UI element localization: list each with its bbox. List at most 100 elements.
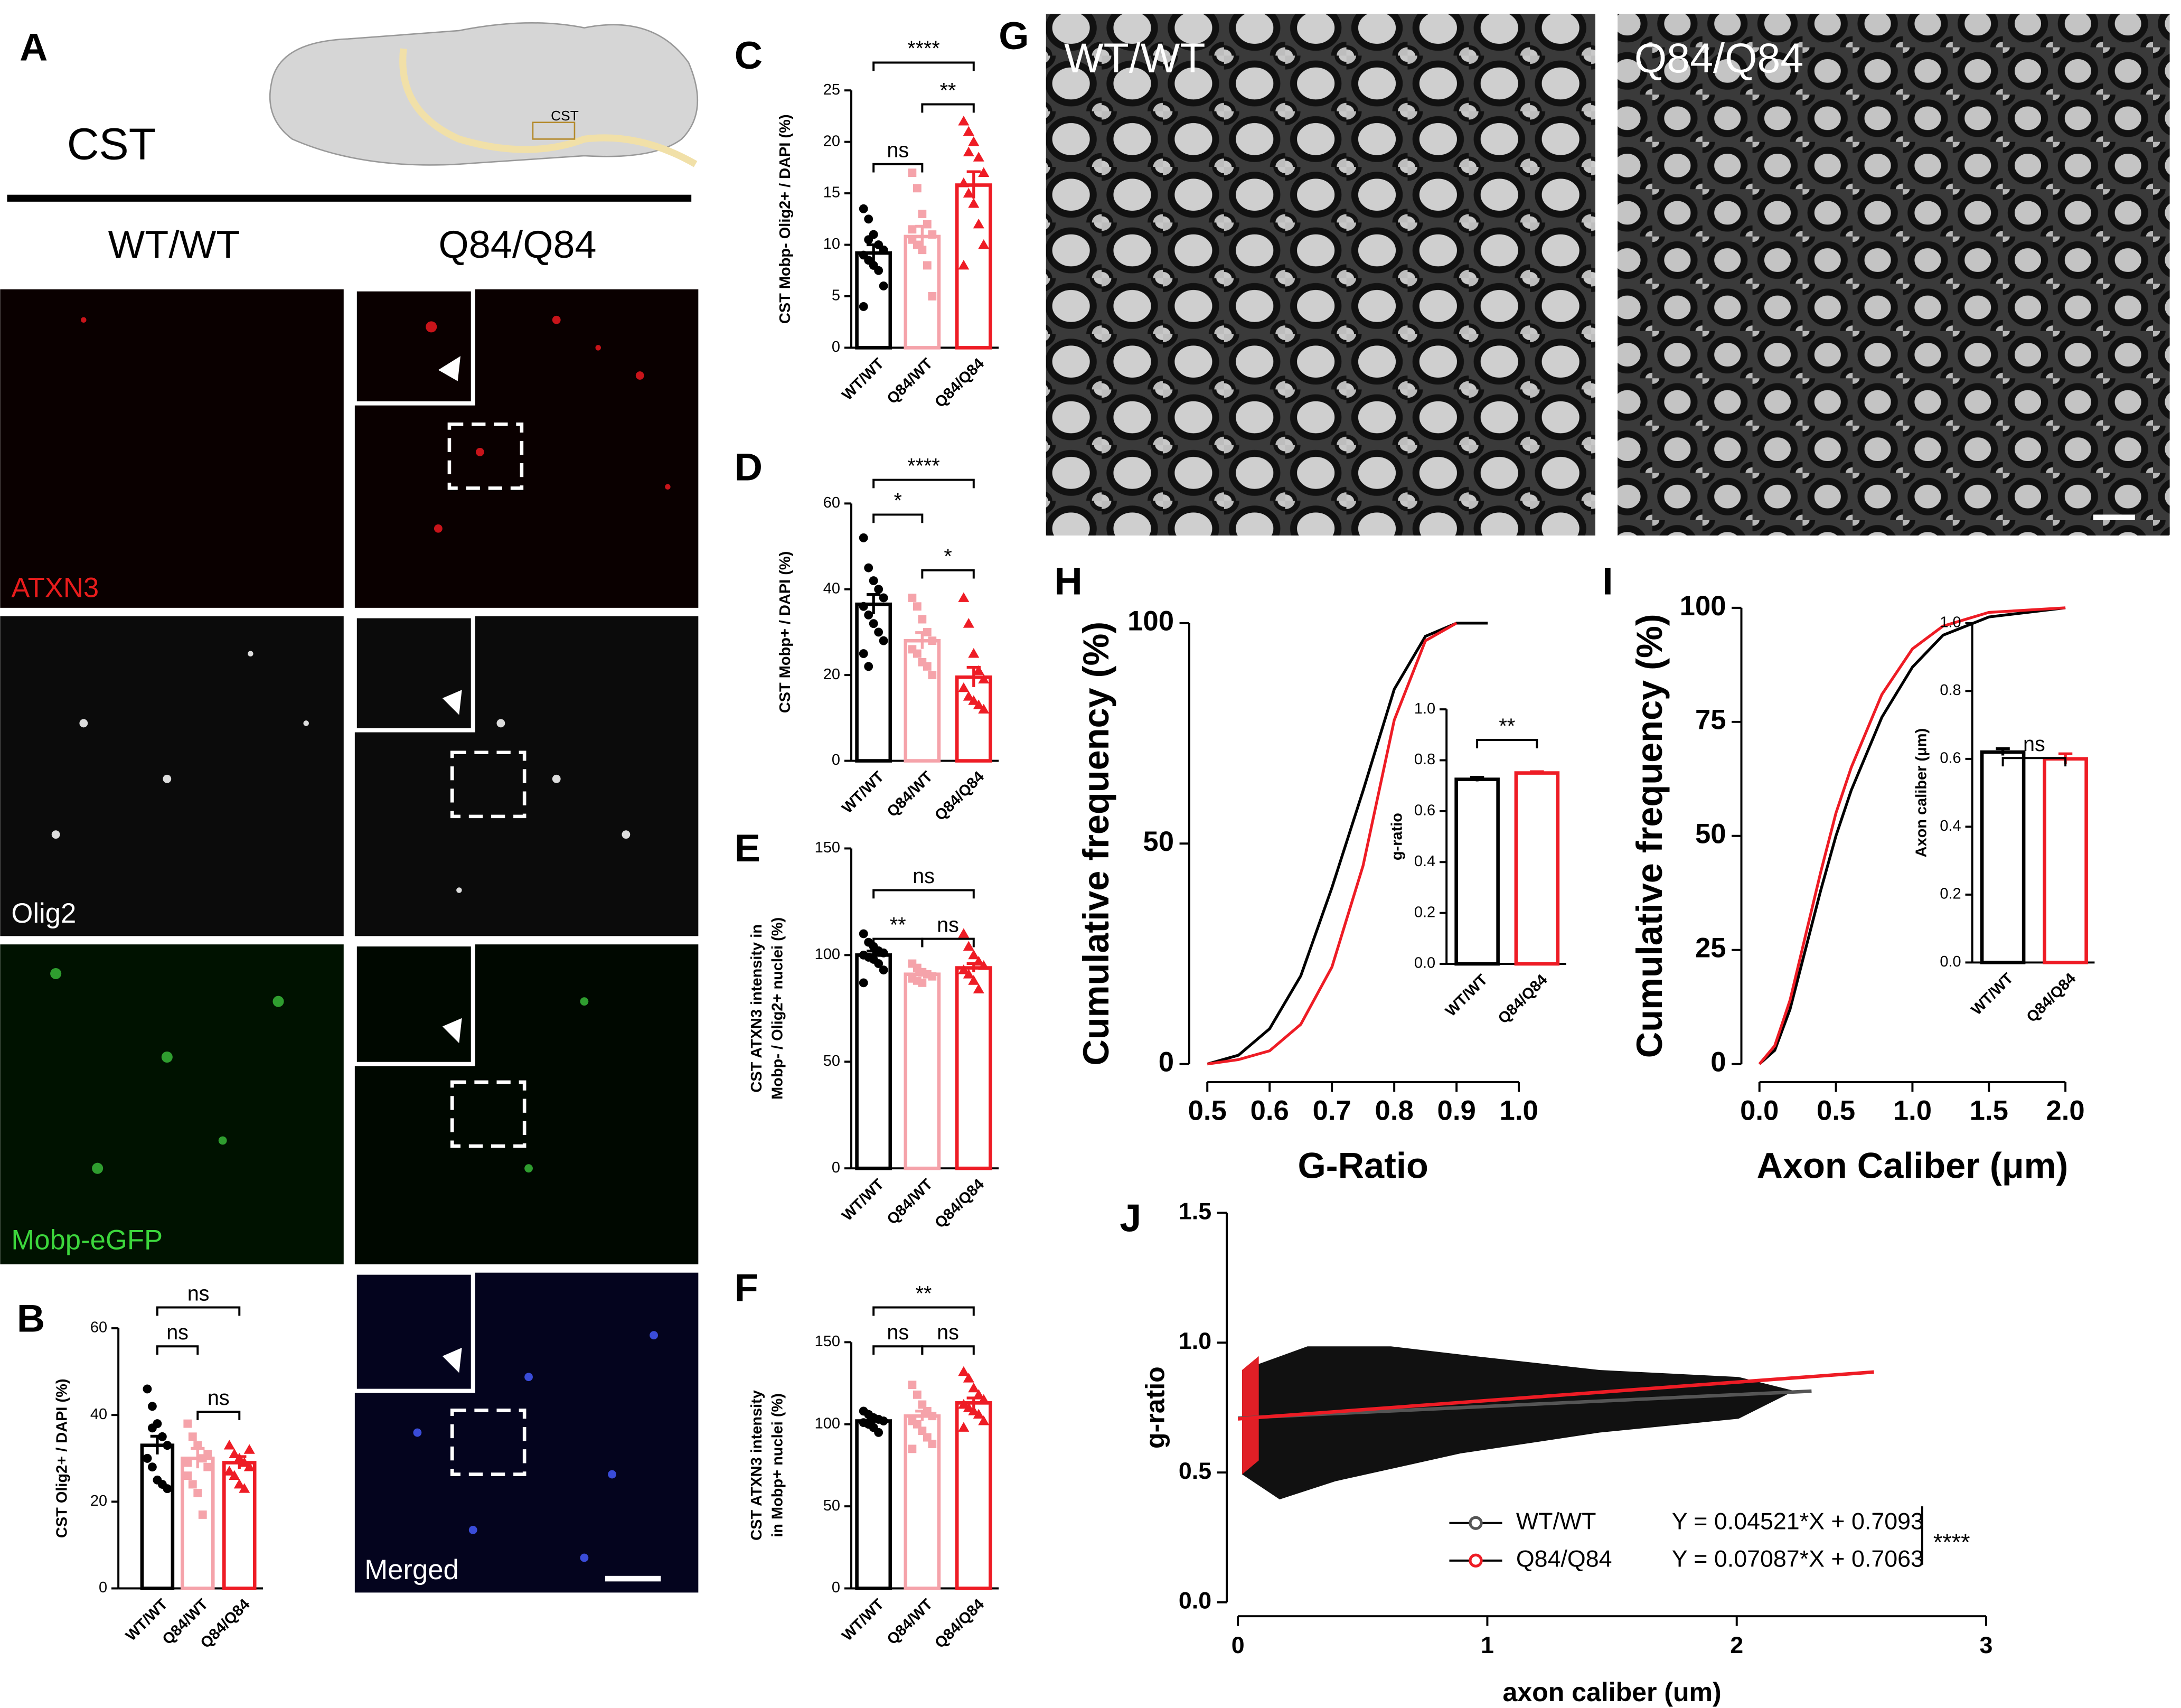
- significance-label: **: [916, 1282, 932, 1305]
- data-point: [223, 1466, 235, 1476]
- data-point: [918, 1427, 927, 1435]
- significance-label: *: [894, 489, 902, 512]
- data-point: [973, 1389, 984, 1399]
- panel-letter: D: [735, 445, 763, 489]
- data-point: [908, 1444, 917, 1453]
- significance-label: ****: [907, 454, 940, 477]
- data-point: [973, 152, 984, 162]
- y-axis-label: g-ratio: [1141, 1366, 1170, 1449]
- x-tick-label: 1: [1481, 1632, 1494, 1658]
- data-point: [958, 964, 970, 974]
- y-axis-label: Cumulative frequency (%): [1076, 622, 1116, 1066]
- x-tick-label: 0.0: [1740, 1095, 1779, 1127]
- x-tick-label: Q84/WT: [884, 355, 936, 407]
- x-tick-label: 0.7: [1313, 1095, 1351, 1127]
- y-tick-label: 1.0: [1179, 1328, 1211, 1354]
- x-tick-label: 1.5: [1970, 1095, 2008, 1127]
- micrograph: [0, 616, 344, 936]
- data-point: [918, 210, 927, 218]
- data-point: [233, 1452, 245, 1463]
- data-point: [193, 1441, 202, 1450]
- data-point: [239, 1483, 250, 1493]
- data-point: [229, 1470, 240, 1480]
- data-point: [928, 1412, 937, 1421]
- significance-bracket: [872, 478, 975, 489]
- data-point: [928, 230, 937, 239]
- data-point: [879, 965, 888, 975]
- data-point: [978, 703, 990, 714]
- x-tick-label: 2: [1730, 1632, 1743, 1658]
- panel-letter: I: [1602, 559, 1613, 603]
- x-tick-label: WT/WT: [1442, 971, 1491, 1020]
- significance-bracket: [921, 569, 975, 579]
- cdf-line: [1207, 622, 1458, 1066]
- data-point: [874, 1428, 883, 1437]
- y-axis-label: Axon caliber (μm): [1913, 728, 1930, 858]
- significance-bracket: [872, 61, 975, 71]
- bar: [855, 1419, 892, 1590]
- data-point: [908, 1381, 917, 1390]
- scatter-cloud: [1242, 1346, 1794, 1499]
- tract-sketch: [399, 48, 698, 167]
- data-point: [147, 1462, 157, 1472]
- data-point: [203, 1462, 212, 1471]
- x-tick-label: WT/WT: [839, 1176, 887, 1224]
- data-point: [879, 593, 888, 603]
- channel-label: Olig2: [11, 898, 76, 929]
- y-axis-label: in Mobp+ nuclei (%): [769, 1393, 786, 1537]
- micrograph: [0, 944, 344, 1264]
- y-axis-label: g-ratio: [1389, 813, 1406, 860]
- significance-label: ns: [887, 138, 909, 162]
- y-tick-label: 0: [832, 1159, 840, 1176]
- y-tick-label: 0: [1710, 1047, 1726, 1078]
- y-tick-label: 75: [1695, 705, 1726, 736]
- y-tick-label: 0: [1159, 1047, 1174, 1078]
- y-tick-label: 20: [823, 666, 840, 683]
- legend-equation: Y = 0.04521*X + 0.7093: [1672, 1508, 1924, 1535]
- data-point: [978, 239, 990, 249]
- y-tick-label: 1.5: [1179, 1198, 1211, 1224]
- data-point: [928, 972, 937, 981]
- y-tick-label: 0.4: [1414, 853, 1435, 870]
- micrograph: [0, 289, 344, 608]
- x-tick-label: 0.5: [1817, 1095, 1855, 1127]
- y-tick-label: 100: [815, 946, 840, 963]
- data-point: [913, 1390, 922, 1399]
- micrograph: [354, 944, 699, 1264]
- channel-label: Mobp-eGFP: [11, 1225, 163, 1256]
- data-point: [859, 602, 868, 611]
- data-point: [963, 126, 974, 136]
- data-point: [958, 1422, 970, 1432]
- data-point: [923, 261, 932, 270]
- y-tick-label: 15: [823, 184, 840, 201]
- inset-frames: [352, 287, 475, 1393]
- y-tick-label: 0: [832, 752, 840, 768]
- data-point: [859, 204, 868, 213]
- data-point: [958, 116, 970, 126]
- data-point: [183, 1419, 192, 1428]
- data-point: [918, 246, 927, 255]
- x-tick-label: WT/WT: [1968, 970, 2017, 1018]
- data-point: [243, 1444, 255, 1454]
- error-bar: [1470, 776, 1484, 782]
- bar: [955, 1401, 992, 1590]
- data-point: [963, 146, 974, 157]
- scale-bar: [2093, 514, 2135, 520]
- x-tick-label: Q84/WT: [884, 1596, 936, 1648]
- data-point: [864, 235, 873, 245]
- significance-label: ns: [887, 1321, 909, 1344]
- y-tick-label: 40: [90, 1406, 107, 1423]
- fit-line: [1237, 1370, 1874, 1421]
- x-tick-label: Q84/Q84: [2024, 970, 2080, 1026]
- y-tick-label: 50: [1695, 819, 1726, 850]
- data-point: [978, 960, 990, 970]
- y-tick-label: 0: [832, 339, 840, 355]
- arrowheads: [438, 356, 462, 1373]
- scale-bar: [605, 1575, 661, 1582]
- micrograph: [354, 616, 699, 936]
- data-point: [968, 136, 980, 146]
- significance-label: ns: [937, 1321, 959, 1344]
- data-point: [963, 187, 974, 198]
- significance-bracket: [921, 1345, 975, 1355]
- y-tick-label: 100: [1127, 606, 1174, 637]
